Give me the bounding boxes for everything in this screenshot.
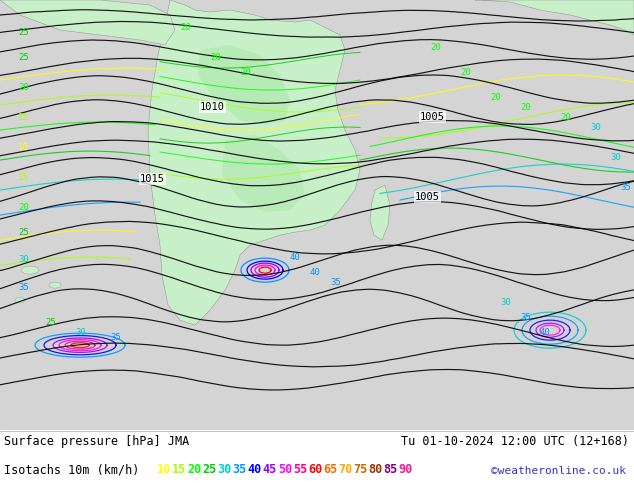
Text: 50: 50 [278, 463, 292, 476]
Polygon shape [0, 0, 175, 45]
Text: 15: 15 [18, 113, 29, 122]
Text: 30: 30 [75, 328, 86, 337]
Text: 30: 30 [590, 123, 601, 132]
Text: 35: 35 [18, 283, 29, 292]
Text: 25: 25 [202, 463, 217, 476]
Text: Surface pressure [hPa] JMA: Surface pressure [hPa] JMA [4, 435, 190, 448]
Polygon shape [148, 0, 360, 325]
Text: 20: 20 [560, 113, 571, 122]
Text: 30: 30 [500, 298, 511, 307]
Polygon shape [370, 185, 390, 240]
Text: 20: 20 [18, 83, 29, 92]
Text: 1005: 1005 [420, 112, 445, 122]
Text: 35: 35 [620, 183, 631, 192]
Ellipse shape [15, 297, 25, 303]
Text: 15: 15 [172, 463, 186, 476]
Text: 30: 30 [217, 463, 231, 476]
Text: 20: 20 [430, 43, 441, 52]
Text: 1010: 1010 [200, 102, 225, 112]
Text: 20: 20 [240, 68, 251, 77]
Text: 35: 35 [520, 313, 531, 322]
Polygon shape [222, 135, 305, 212]
Text: 15: 15 [18, 173, 29, 182]
Text: 20: 20 [460, 68, 471, 77]
Text: 40: 40 [248, 463, 262, 476]
Text: 20: 20 [520, 103, 531, 112]
Text: 30: 30 [18, 255, 29, 264]
Text: 20: 20 [180, 23, 191, 32]
Text: 1005: 1005 [415, 192, 440, 202]
Text: 30: 30 [610, 153, 621, 162]
Text: Isotachs 10m (km/h): Isotachs 10m (km/h) [4, 463, 139, 476]
Ellipse shape [49, 282, 61, 288]
Text: 40: 40 [290, 253, 301, 262]
Text: 35: 35 [330, 278, 340, 287]
Text: 40: 40 [540, 328, 551, 337]
Text: 75: 75 [353, 463, 368, 476]
Text: 1015: 1015 [140, 174, 165, 184]
Text: 85: 85 [384, 463, 398, 476]
Text: 20: 20 [490, 93, 501, 102]
Text: 60: 60 [308, 463, 322, 476]
Text: 40: 40 [310, 268, 321, 277]
Text: 10: 10 [18, 143, 29, 152]
Text: 10: 10 [157, 463, 171, 476]
Text: 20: 20 [210, 53, 221, 62]
Text: 55: 55 [293, 463, 307, 476]
Text: 45: 45 [262, 463, 277, 476]
Text: Tu 01-10-2024 12:00 UTC (12+168): Tu 01-10-2024 12:00 UTC (12+168) [401, 435, 629, 448]
Text: 80: 80 [368, 463, 383, 476]
Text: 65: 65 [323, 463, 337, 476]
Text: 35: 35 [110, 333, 120, 342]
Polygon shape [198, 45, 290, 125]
Text: 25: 25 [45, 318, 56, 327]
Text: 25: 25 [18, 228, 29, 237]
Text: 20: 20 [187, 463, 202, 476]
Text: 25: 25 [18, 28, 29, 37]
Text: 25: 25 [18, 53, 29, 62]
Text: 20: 20 [18, 203, 29, 212]
Text: ©weatheronline.co.uk: ©weatheronline.co.uk [491, 466, 626, 476]
Polygon shape [475, 0, 634, 35]
Text: 90: 90 [399, 463, 413, 476]
Text: 70: 70 [338, 463, 353, 476]
Text: 35: 35 [233, 463, 247, 476]
Ellipse shape [21, 266, 39, 274]
